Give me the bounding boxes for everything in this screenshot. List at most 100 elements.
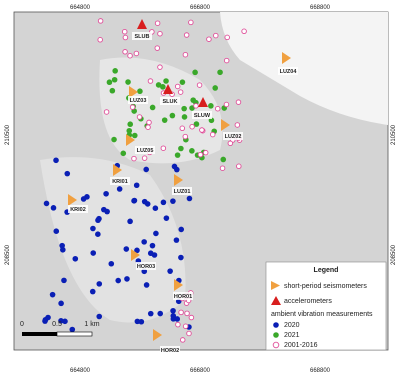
- measurement-point: [72, 255, 79, 262]
- measurement-point: [127, 121, 134, 128]
- legend-title: Legend: [314, 267, 339, 274]
- measurement-point: [223, 101, 230, 108]
- legend-label: accelerometers: [284, 298, 332, 305]
- measurement-point: [122, 49, 128, 55]
- measurement-point: [189, 148, 195, 154]
- measurement-point: [173, 237, 180, 243]
- measurement-point: [234, 122, 241, 128]
- measurement-point: [184, 310, 190, 317]
- measurement-point: [131, 132, 138, 139]
- measurement-points: [42, 18, 247, 343]
- measurement-point: [178, 254, 184, 261]
- measurement-point: [64, 170, 71, 177]
- measurement-point: [209, 131, 216, 138]
- scale-label: 0.5: [52, 321, 62, 328]
- measurement-point: [174, 316, 181, 322]
- stations: SLUB LUZ04 LUZ03 SLUK SLUW LUZ02 LUZ05 LUZ01 KRI…: [68, 19, 298, 354]
- measurement-point: [202, 149, 209, 156]
- measurement-point: [126, 127, 133, 134]
- measurement-point: [137, 88, 143, 95]
- coordinate-label: 208500: [391, 244, 397, 265]
- measurement-point: [111, 136, 117, 143]
- coordinate-label: 666800: [190, 5, 211, 11]
- seismometer: [126, 134, 135, 146]
- measurement-point: [49, 291, 56, 298]
- measurement-point: [177, 89, 184, 95]
- measurement-point: [133, 50, 140, 57]
- measurement-point: [90, 225, 96, 232]
- measurement-point: [227, 140, 234, 147]
- seismometer: [131, 249, 140, 261]
- measurement-point: [58, 318, 64, 324]
- measurement-point: [101, 206, 107, 213]
- measurement-point: [223, 57, 230, 64]
- station-label: HOR03: [137, 264, 155, 270]
- measurement-point: [167, 268, 173, 274]
- legend-label: 2001-2016: [284, 342, 318, 349]
- station-label-bg: [278, 67, 298, 75]
- coordinate-label: 208500: [5, 244, 11, 265]
- measurement-point: [179, 125, 186, 132]
- measurement-point: [58, 300, 64, 307]
- measurement-point: [199, 127, 205, 133]
- measurement-point: [175, 321, 181, 328]
- station-label-bg: [160, 97, 180, 105]
- station-label: HOR01: [174, 294, 192, 300]
- measurement-point: [141, 198, 148, 205]
- seismometer: [174, 279, 183, 291]
- measurement-point: [189, 123, 195, 130]
- accelerometer: [163, 84, 173, 94]
- measurement-point: [103, 190, 109, 197]
- coordinate-label: 666800: [190, 368, 211, 374]
- measurement-point: [89, 288, 96, 295]
- scale-segment: [22, 332, 57, 336]
- station-label: KRI01: [112, 179, 128, 185]
- measurement-point: [122, 34, 129, 41]
- legend-icon: [271, 296, 281, 305]
- station-label: LUZ05: [137, 148, 154, 154]
- measurement-point: [120, 150, 127, 157]
- station-label-bg: [192, 111, 212, 119]
- measurement-point: [182, 51, 189, 58]
- legend-label: 2021: [284, 332, 300, 339]
- station-label-bg: [128, 96, 148, 104]
- legend-box: [265, 261, 387, 351]
- measurement-point: [108, 260, 115, 267]
- legend: Legend short-period seismometers acceler…: [265, 261, 387, 351]
- measurement-point: [161, 117, 168, 123]
- measurement-point: [193, 103, 199, 109]
- measurement-point: [50, 205, 57, 211]
- measurement-point: [181, 105, 187, 112]
- measurement-point: [178, 309, 184, 316]
- legend-label: ambient vibration measurements: [271, 311, 373, 318]
- measurement-point: [153, 230, 159, 237]
- measurement-point: [97, 37, 103, 43]
- station-label: KRI02: [70, 207, 86, 213]
- measurement-point: [163, 78, 169, 84]
- measurement-point: [157, 64, 163, 70]
- measurement-point: [106, 79, 113, 86]
- measurement-point: [192, 69, 198, 76]
- measurement-point: [214, 105, 221, 112]
- coordinate-label: 668800: [310, 5, 331, 11]
- measurement-point: [147, 78, 154, 84]
- measurement-point: [236, 163, 242, 170]
- measurement-point: [53, 228, 60, 234]
- measurement-point: [129, 104, 136, 110]
- measurement-point: [111, 76, 118, 83]
- measurement-point: [160, 84, 166, 90]
- measurement-point: [97, 18, 104, 24]
- measurement-point: [206, 36, 212, 42]
- station-label: LUZ04: [280, 69, 298, 75]
- measurement-point: [125, 79, 131, 85]
- measurement-point: [178, 145, 184, 152]
- measurement-point: [155, 82, 162, 88]
- coordinate-label: 668800: [310, 368, 331, 374]
- station-label-bg: [68, 205, 88, 213]
- measurement-point: [53, 157, 59, 164]
- seismometer: [68, 194, 77, 206]
- measurement-point: [45, 314, 51, 321]
- measurement-point: [154, 45, 161, 51]
- measurement-point: [103, 109, 110, 115]
- legend-icon: [273, 322, 279, 328]
